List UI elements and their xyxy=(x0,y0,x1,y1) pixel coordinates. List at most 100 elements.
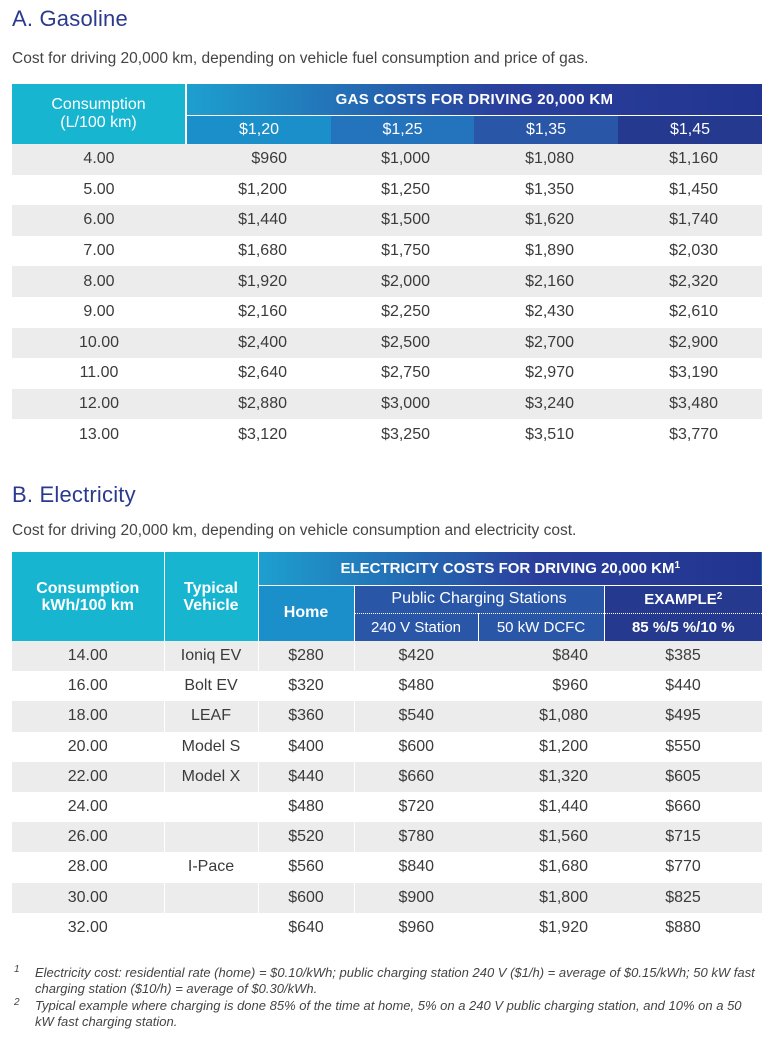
table-row: 16.00 Bolt EV $320 $480 $960 $440 xyxy=(12,671,763,702)
table-cell: $1,440 xyxy=(478,791,604,823)
price-header: $1,20 xyxy=(186,115,331,144)
electricity-group-header-text: ELECTRICITY COSTS FOR DRIVING 20,000 KM xyxy=(340,559,675,577)
vehicle-header-line2: Vehicle xyxy=(183,596,239,614)
table-cell: $2,500 xyxy=(331,327,474,359)
table-cell: $3,190 xyxy=(618,358,763,389)
table-cell: $320 xyxy=(258,671,355,702)
table-cell: $540 xyxy=(354,701,478,732)
dcfc-50kw-header: 50 kW DCFC xyxy=(478,613,604,641)
footnote-marker: 1 xyxy=(14,964,20,975)
table-row: 28.00 I-Pace $560 $840 $1,680 $770 xyxy=(12,852,763,883)
table-row: 22.00 Model X $440 $660 $1,320 $605 xyxy=(12,761,763,792)
electricity-cost-table: Consumption kWh/100 km Typical Vehicle E… xyxy=(12,552,763,943)
electricity-title: B. Electricity xyxy=(12,482,136,507)
table-cell: $400 xyxy=(258,731,355,762)
table-cell: $385 xyxy=(604,641,763,672)
table-cell: $2,700 xyxy=(474,327,618,359)
table-cell: $3,000 xyxy=(331,388,474,420)
electricity-subtitle: Cost for driving 20,000 km, depending on… xyxy=(12,522,577,539)
table-row: 32.00 $640 $960 $1,920 $880 xyxy=(12,912,763,943)
table-row: 7.00 $1,680 $1,750 $1,890 $2,030 xyxy=(12,235,763,267)
table-cell: $720 xyxy=(354,791,478,823)
home-header: Home xyxy=(258,585,355,641)
table-cell: 11.00 xyxy=(12,358,186,389)
table-cell: $3,480 xyxy=(618,388,763,420)
table-cell: $1,200 xyxy=(186,174,331,206)
table-cell: $1,350 xyxy=(474,174,618,206)
vehicle-header: Typical Vehicle xyxy=(164,552,259,641)
table-cell: $550 xyxy=(604,731,763,762)
footnotes: 1 Electricity cost: residential rate (ho… xyxy=(12,964,762,1031)
consumption-header-line1: Consumption xyxy=(51,96,146,113)
table-cell: $1,440 xyxy=(186,205,331,236)
footnote-text: Typical example where charging is done 8… xyxy=(35,998,742,1029)
table-cell: $600 xyxy=(258,882,355,913)
table-cell: $2,030 xyxy=(618,235,763,267)
price-header: $1,25 xyxy=(331,115,474,144)
table-cell: $1,920 xyxy=(186,266,331,297)
table-cell: 7.00 xyxy=(12,235,186,267)
table-cell: $480 xyxy=(354,671,478,702)
table-cell: Model S xyxy=(164,731,259,762)
table-row: 4.00 $960 $1,000 $1,080 $1,160 xyxy=(12,144,763,175)
public-charging-header: Public Charging Stations xyxy=(354,585,604,614)
table-cell xyxy=(164,882,259,913)
table-cell xyxy=(164,822,259,853)
table-cell: $840 xyxy=(354,852,478,883)
table-cell: 4.00 xyxy=(12,144,186,175)
table-cell: $660 xyxy=(604,791,763,823)
table-cell: $2,900 xyxy=(618,327,763,359)
consumption-header-line2: kWh/100 km xyxy=(41,596,134,614)
table-cell: $880 xyxy=(604,912,763,943)
footnote-1: 1 Electricity cost: residential rate (ho… xyxy=(12,964,762,996)
table-cell: $1,560 xyxy=(478,822,604,853)
table-cell: $3,510 xyxy=(474,419,618,450)
table-cell: $2,160 xyxy=(186,296,331,328)
table-cell: $640 xyxy=(258,912,355,943)
consumption-header-line1: Consumption xyxy=(36,579,140,597)
table-cell: 22.00 xyxy=(12,761,165,792)
table-cell: $440 xyxy=(258,761,355,792)
table-cell: $495 xyxy=(604,701,763,732)
table-row: 18.00 LEAF $360 $540 $1,080 $495 xyxy=(12,701,763,732)
table-row: 13.00 $3,120 $3,250 $3,510 $3,770 xyxy=(12,419,763,450)
table-cell: $2,610 xyxy=(618,296,763,328)
table-cell: $660 xyxy=(354,761,478,792)
table-cell xyxy=(164,912,259,943)
table-cell: 8.00 xyxy=(12,266,186,297)
table-cell: $960 xyxy=(186,144,331,175)
table-cell: $1,500 xyxy=(331,205,474,236)
footnote-ref-1: 1 xyxy=(674,559,681,571)
table-cell: $560 xyxy=(258,852,355,883)
table-row: 10.00 $2,400 $2,500 $2,700 $2,900 xyxy=(12,327,763,359)
table-cell: $2,430 xyxy=(474,296,618,328)
table-cell: $1,250 xyxy=(331,174,474,206)
electricity-table-body: 14.00 Ioniq EV $280 $420 $840 $385 16.00 Bolt E… xyxy=(12,641,763,943)
table-cell: $2,640 xyxy=(186,358,331,389)
table-cell: $1,080 xyxy=(478,701,604,732)
table-cell: $1,200 xyxy=(478,731,604,762)
table-cell: Model X xyxy=(164,761,259,792)
table-cell: 14.00 xyxy=(12,641,165,672)
table-row: 14.00 Ioniq EV $280 $420 $840 $385 xyxy=(12,641,763,672)
gasoline-subtitle: Cost for driving 20,000 km, depending on… xyxy=(12,50,589,67)
table-cell: $1,890 xyxy=(474,235,618,267)
table-cell xyxy=(164,791,259,823)
table-row: 12.00 $2,880 $3,000 $3,240 $3,480 xyxy=(12,388,763,420)
table-cell: $1,800 xyxy=(478,882,604,913)
table-row: 24.00 $480 $720 $1,440 $660 xyxy=(12,791,763,823)
table-cell: $825 xyxy=(604,882,763,913)
table-cell: $3,120 xyxy=(186,419,331,450)
table-cell: Bolt EV xyxy=(164,671,259,702)
gasoline-table-body: 4.00 $960 $1,000 $1,080 $1,160 5.00 $1,200 $1,2… xyxy=(12,144,763,450)
table-cell: $780 xyxy=(354,822,478,853)
table-cell: 26.00 xyxy=(12,822,165,853)
table-cell: $2,250 xyxy=(331,296,474,328)
gasoline-title: A. Gasoline xyxy=(12,6,128,31)
footnote-marker: 2 xyxy=(14,997,20,1008)
table-cell: $1,750 xyxy=(331,235,474,267)
footnote-2: 2 Typical example where charging is done… xyxy=(12,997,762,1029)
table-cell: $480 xyxy=(258,791,355,823)
table-cell: $900 xyxy=(354,882,478,913)
table-row: 8.00 $1,920 $2,000 $2,160 $2,320 xyxy=(12,266,763,297)
